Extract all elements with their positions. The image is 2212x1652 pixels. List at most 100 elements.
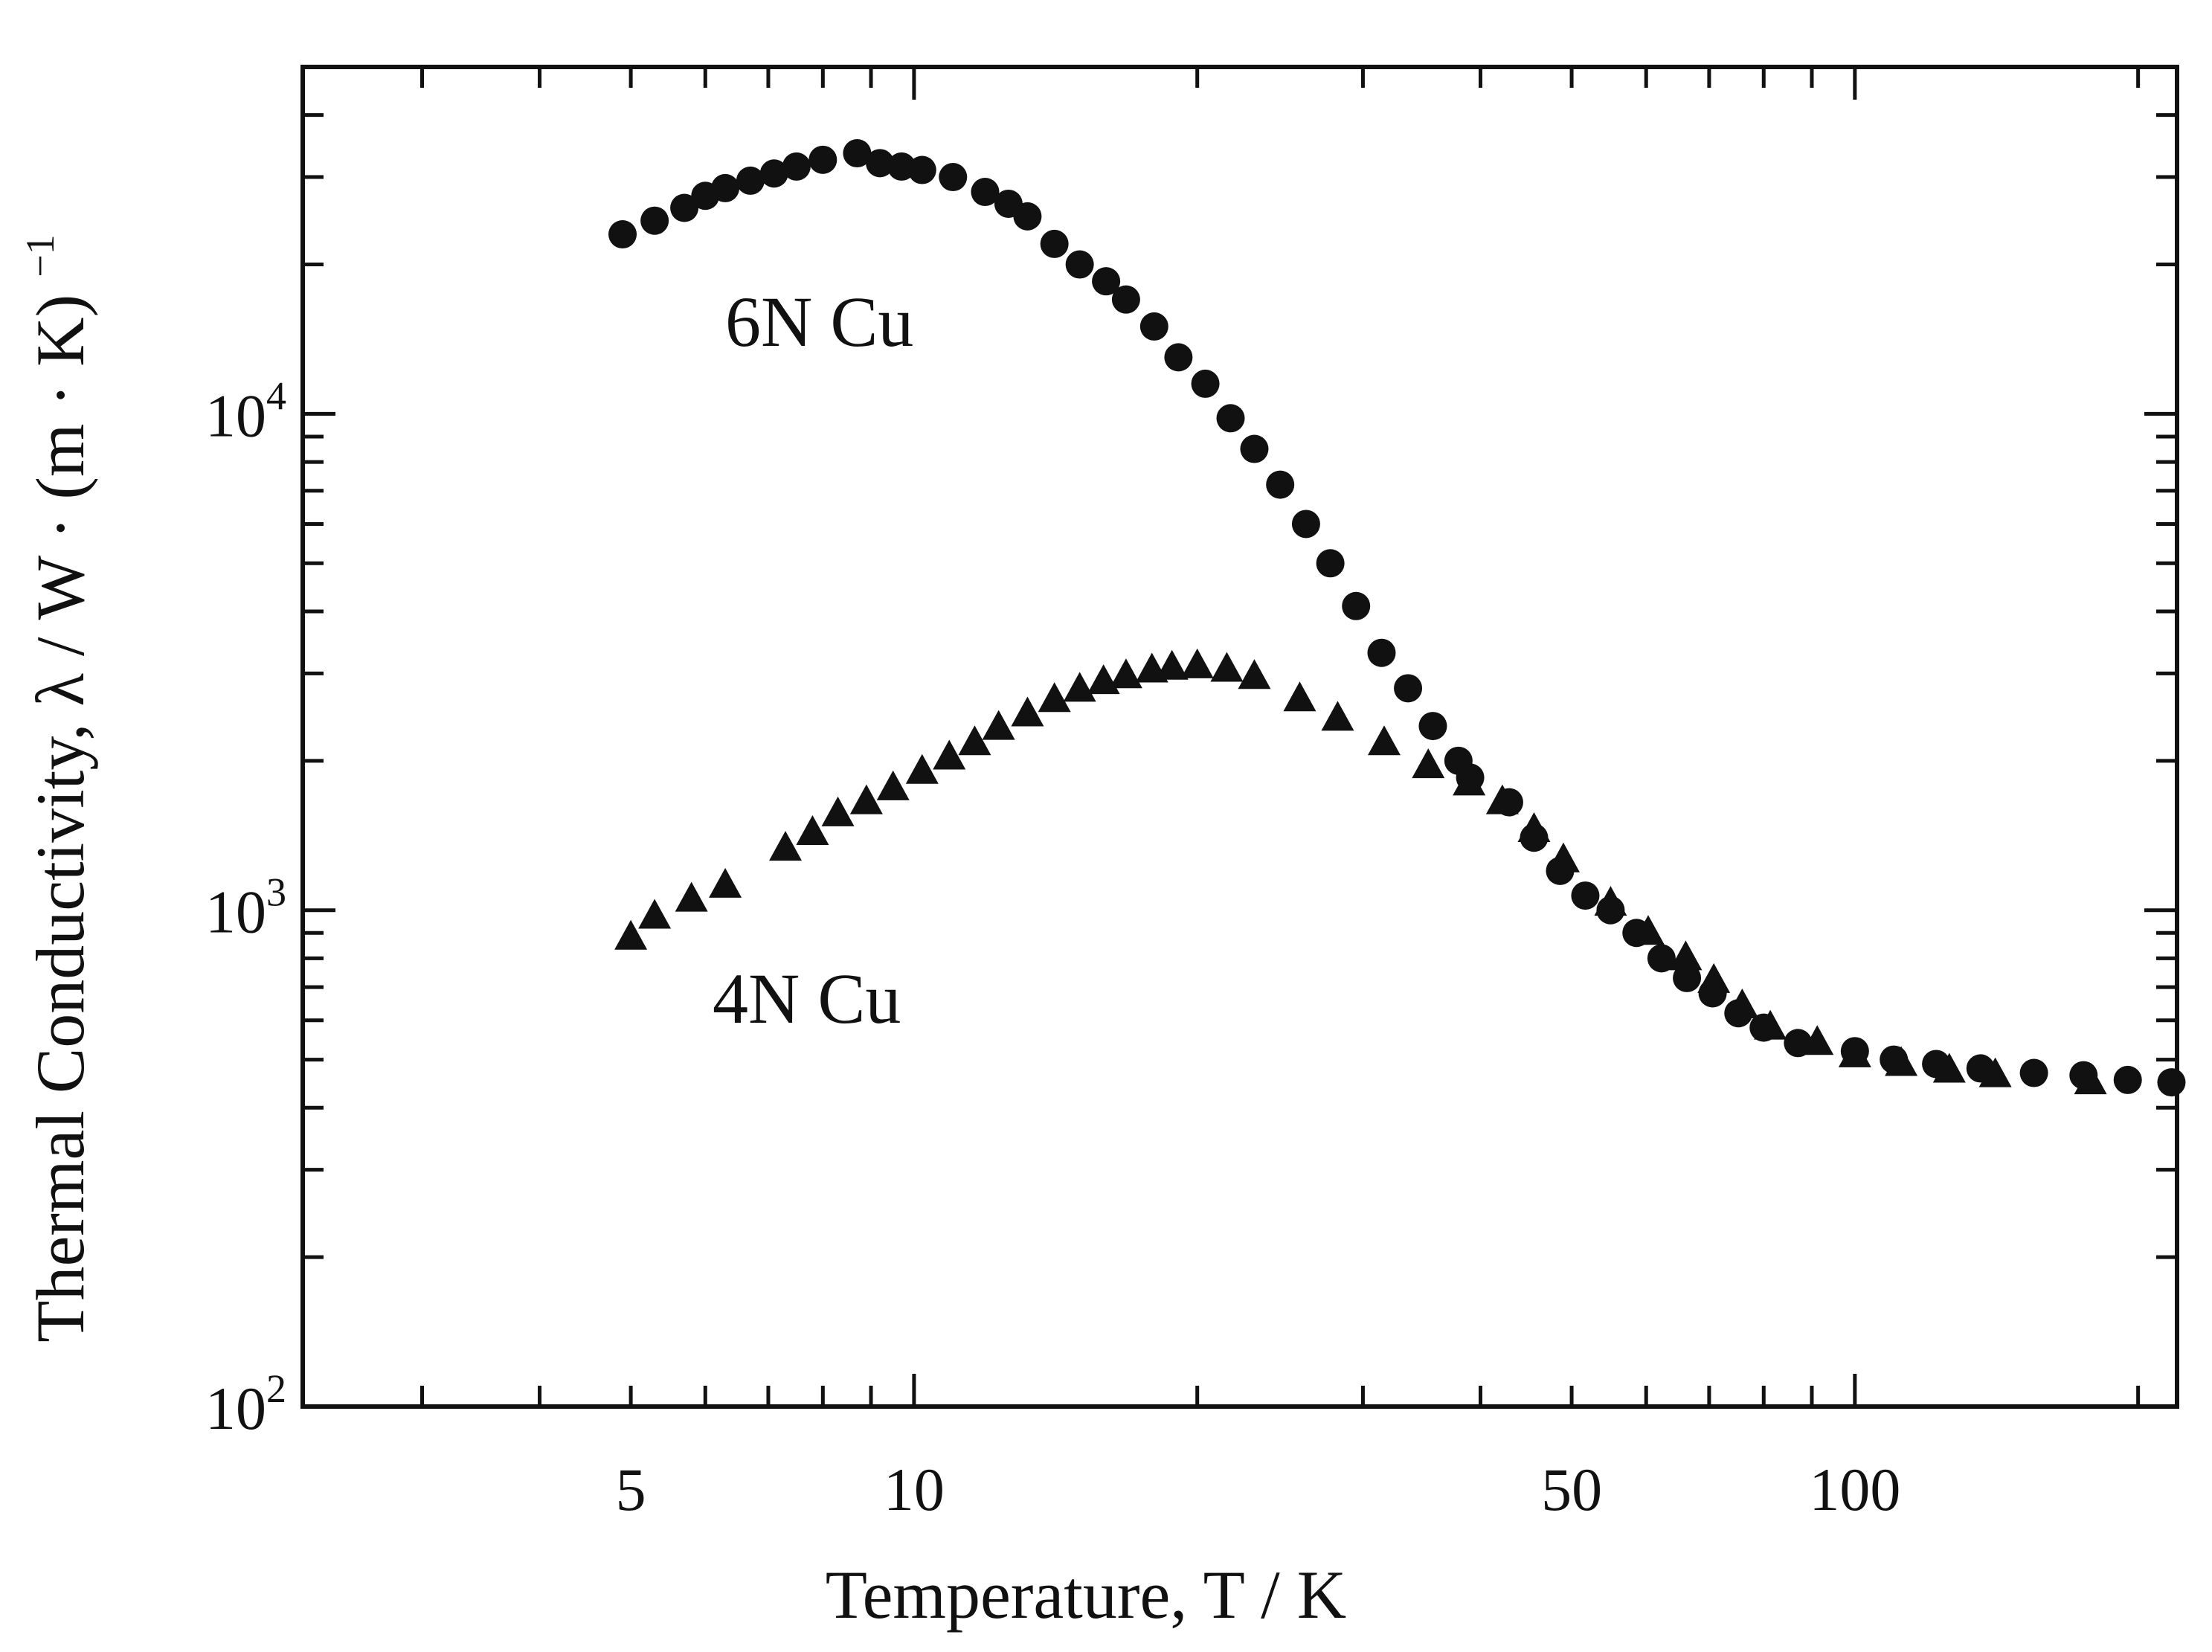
axis-ticks: [303, 65, 2177, 1409]
point-4n-cu: [1283, 681, 1316, 712]
y-axis-title-text: Thermal Conductivity, λ / W · (m · K): [22, 295, 98, 1343]
point-6n-cu: [1394, 674, 1423, 703]
point-6n-cu: [1647, 944, 1676, 973]
point-6n-cu: [2113, 1065, 2142, 1094]
point-6n-cu: [1291, 510, 1320, 539]
plot-frame: [300, 65, 2179, 1409]
point-4n-cu: [933, 739, 966, 770]
x-tick-label: 100: [1809, 1456, 1900, 1523]
point-6n-cu: [670, 193, 699, 222]
point-6n-cu: [1316, 549, 1345, 578]
series-label-6n-cu: 6N Cu: [725, 282, 913, 361]
point-6n-cu: [907, 155, 936, 184]
point-4n-cu: [1367, 725, 1401, 756]
point-6n-cu: [1418, 712, 1447, 741]
point-4n-cu: [849, 784, 883, 814]
point-6n-cu: [1139, 312, 1168, 341]
point-4n-cu: [982, 710, 1015, 740]
point-6n-cu: [1191, 369, 1220, 398]
y-tick-label-base: 10: [205, 1375, 266, 1442]
point-4n-cu: [1321, 701, 1354, 731]
point-4n-cu: [1011, 696, 1044, 727]
point-6n-cu: [1673, 963, 1702, 992]
point-4n-cu: [769, 831, 803, 861]
x-axis-title: Temperature, T / K: [826, 1557, 1346, 1633]
y-tick-label-exponent: 3: [266, 870, 286, 915]
point-4n-cu: [1885, 1046, 1918, 1076]
point-4n-cu: [796, 815, 829, 846]
point-6n-cu: [1092, 267, 1121, 296]
point-6n-cu: [711, 173, 740, 202]
point-4n-cu: [1697, 962, 1731, 993]
point-6n-cu: [1571, 881, 1600, 910]
point-4n-cu: [1412, 748, 1445, 779]
point-4n-cu: [1180, 648, 1214, 678]
point-4n-cu: [638, 899, 672, 929]
point-6n-cu: [843, 139, 872, 168]
point-4n-cu: [709, 867, 742, 898]
x-tick-label: 50: [1541, 1456, 1602, 1523]
point-4n-cu: [1631, 915, 1665, 945]
point-6n-cu: [866, 149, 895, 178]
point-6n-cu: [1266, 470, 1295, 499]
y-axis-title-exponent: −1: [18, 234, 62, 277]
point-6n-cu: [1240, 434, 1269, 463]
y-tick-label: 103: [205, 870, 286, 946]
y-tick-label-base: 10: [205, 382, 266, 449]
point-6n-cu: [1164, 343, 1193, 372]
point-4n-cu: [1517, 812, 1551, 843]
point-4n-cu: [1726, 989, 1759, 1019]
point-6n-cu: [1013, 202, 1042, 231]
point-4n-cu: [1932, 1052, 1966, 1083]
point-4n-cu: [2074, 1064, 2107, 1095]
x-tick-labels: 5 10 50 100: [616, 1456, 1901, 1523]
point-4n-cu: [1453, 765, 1486, 796]
point-4n-cu: [1754, 1009, 1787, 1040]
y-tick-label-base: 10: [205, 878, 266, 946]
point-4n-cu: [821, 796, 855, 826]
y-tick-label: 102: [205, 1366, 286, 1442]
point-4n-cu: [1546, 842, 1580, 872]
point-4n-cu: [1669, 940, 1703, 971]
point-6n-cu: [736, 166, 765, 195]
point-4n-cu: [958, 725, 991, 756]
point-6n-cu: [971, 178, 1000, 207]
point-6n-cu: [608, 220, 637, 249]
point-6n-cu: [2157, 1068, 2186, 1097]
point-6n-cu: [640, 206, 669, 235]
y-tick-label: 104: [205, 373, 286, 449]
point-4n-cu: [1838, 1037, 1871, 1067]
data-markers: [608, 139, 2186, 1097]
point-4n-cu: [905, 753, 939, 784]
point-6n-cu: [1111, 285, 1140, 314]
x-tick-label: 5: [616, 1456, 646, 1523]
point-6n-cu: [2019, 1058, 2048, 1087]
point-6n-cu: [1367, 638, 1396, 667]
y-axis-title: Thermal Conductivity, λ / W · (m · K) −1: [18, 234, 98, 1342]
point-6n-cu: [1040, 229, 1069, 258]
point-4n-cu: [1210, 652, 1244, 682]
point-4n-cu: [1238, 659, 1271, 690]
point-4n-cu: [1109, 658, 1142, 689]
point-4n-cu: [1801, 1025, 1834, 1055]
point-4n-cu: [1978, 1057, 2012, 1087]
point-6n-cu: [808, 145, 837, 174]
point-6n-cu: [1065, 250, 1094, 279]
point-6n-cu: [782, 152, 811, 181]
x-tick-label: 10: [884, 1456, 945, 1523]
series-label-4n-cu: 4N Cu: [713, 959, 901, 1038]
point-4n-cu: [876, 770, 910, 800]
point-4n-cu: [614, 919, 648, 950]
point-6n-cu: [1216, 404, 1245, 433]
point-6n-cu: [759, 159, 788, 188]
y-tick-label-exponent: 2: [266, 1366, 286, 1411]
point-4n-cu: [1038, 682, 1071, 713]
point-6n-cu: [1342, 591, 1371, 620]
point-4n-cu: [1594, 886, 1627, 916]
point-4n-cu: [675, 881, 708, 912]
point-4n-cu: [1155, 649, 1189, 680]
y-tick-label-exponent: 4: [266, 373, 286, 418]
point-4n-cu: [1485, 784, 1519, 814]
